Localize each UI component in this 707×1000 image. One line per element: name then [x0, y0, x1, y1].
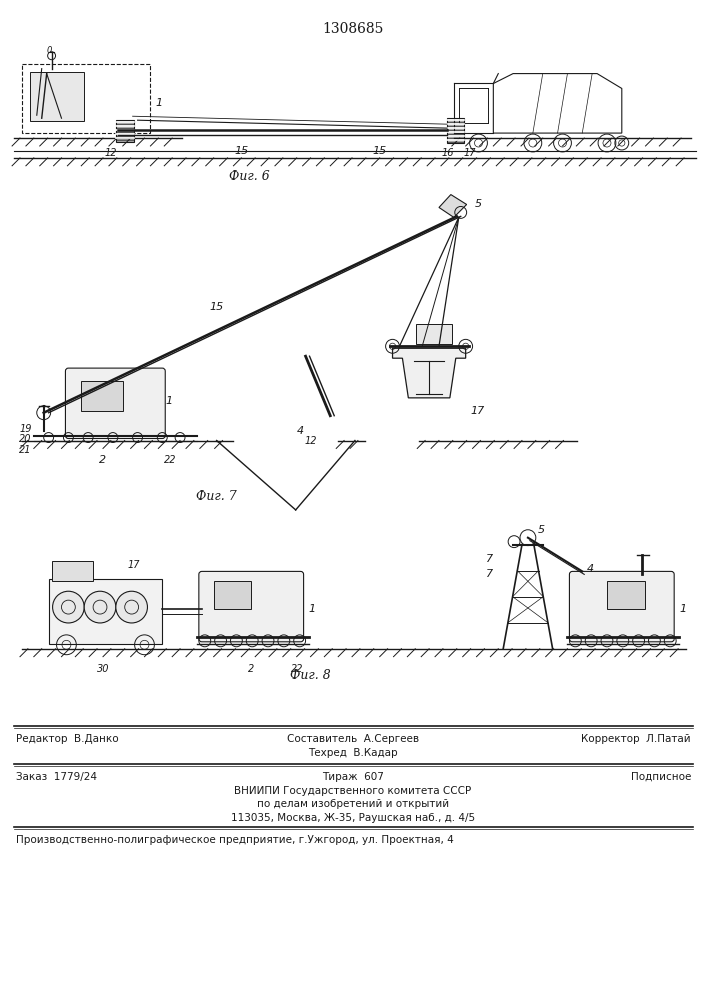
Text: ВНИИПИ Государственного комитета СССР: ВНИИПИ Государственного комитета СССР [235, 786, 472, 796]
Text: Заказ  1779/24: Заказ 1779/24 [16, 772, 97, 782]
Bar [116, 120, 134, 142]
Text: 2: 2 [248, 664, 255, 674]
Text: 113035, Москва, Ж-35, Раушская наб., д. 4/5: 113035, Москва, Ж-35, Раушская наб., д. … [231, 813, 475, 823]
Bar [447, 118, 464, 143]
Text: 16: 16 [442, 148, 454, 158]
Text: Редактор  В.Данко: Редактор В.Данко [16, 734, 119, 744]
Bar [81, 381, 123, 411]
FancyBboxPatch shape [199, 571, 303, 642]
Text: 17: 17 [464, 148, 477, 158]
Text: Подписное: Подписное [631, 772, 691, 782]
Text: 17: 17 [471, 406, 485, 416]
Polygon shape [392, 348, 466, 398]
Text: 5: 5 [538, 525, 545, 535]
Circle shape [84, 591, 116, 623]
Circle shape [52, 591, 84, 623]
Text: Составитель  А.Сергеев: Составитель А.Сергеев [287, 734, 419, 744]
Text: 4: 4 [297, 426, 304, 436]
Text: 21: 21 [19, 445, 32, 455]
Text: 22: 22 [291, 664, 303, 674]
Bar [30, 72, 84, 121]
FancyBboxPatch shape [66, 368, 165, 439]
Bar [52, 561, 93, 581]
Text: 0: 0 [47, 46, 52, 55]
Text: Фиг. 7: Фиг. 7 [197, 490, 237, 503]
Text: 19: 19 [19, 424, 32, 434]
Text: 2: 2 [100, 455, 107, 465]
Text: 1: 1 [165, 396, 173, 406]
Polygon shape [439, 195, 467, 217]
Text: Производственно-полиграфическое предприятие, г.Ужгород, ул. Проектная, 4: Производственно-полиграфическое предприя… [16, 835, 454, 845]
Bar [214, 581, 251, 609]
Text: 22: 22 [164, 455, 177, 465]
Text: 12: 12 [105, 148, 117, 158]
Text: Фиг. 6: Фиг. 6 [229, 170, 269, 183]
Text: Корректор  Л.Патай: Корректор Л.Патай [581, 734, 691, 744]
Text: Тираж  607: Тираж 607 [322, 772, 384, 782]
Text: 20: 20 [19, 434, 32, 444]
Text: 1: 1 [156, 98, 163, 108]
Text: 15: 15 [209, 302, 223, 312]
Text: 1: 1 [679, 604, 686, 614]
Text: 30: 30 [97, 664, 110, 674]
Text: по делам изобретений и открытий: по делам изобретений и открытий [257, 799, 449, 809]
Circle shape [116, 591, 148, 623]
Text: Фиг. 8: Фиг. 8 [290, 669, 331, 682]
Text: 4: 4 [588, 564, 595, 574]
Bar [22, 64, 151, 133]
Bar [607, 581, 645, 609]
Text: 17: 17 [128, 560, 140, 570]
Text: 7: 7 [486, 554, 493, 564]
Text: 7: 7 [486, 569, 493, 579]
Text: 1308685: 1308685 [322, 22, 384, 36]
Bar [49, 579, 163, 644]
FancyBboxPatch shape [569, 571, 674, 642]
Text: 15: 15 [234, 146, 248, 156]
Text: 1: 1 [308, 604, 315, 614]
Text: Техред  В.Кадар: Техред В.Кадар [308, 748, 398, 758]
Text: 12: 12 [304, 436, 317, 446]
Bar [416, 324, 452, 344]
Text: 15: 15 [373, 146, 387, 156]
Text: 5: 5 [474, 199, 481, 209]
